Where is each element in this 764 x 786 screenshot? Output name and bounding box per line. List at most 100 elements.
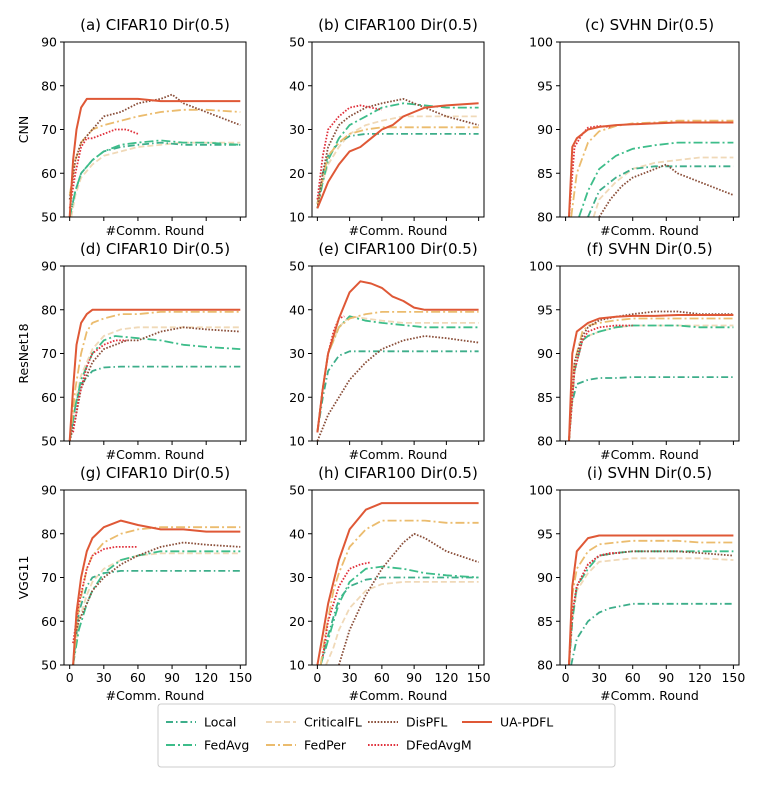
x-axis-label: #Comm. Round	[600, 688, 699, 703]
y-tick-label: 60	[41, 166, 57, 181]
series-line-ua-pdfl	[316, 102, 479, 209]
panel-title: (a) CIFAR10 Dir(0.5)	[80, 16, 230, 34]
x-tick-label: 0	[66, 670, 74, 685]
y-tick-label: 60	[41, 390, 57, 405]
panel-e: (e) CIFAR100 Dir(0.5) 10 20 30 40 50 #Comm. Ro…	[289, 240, 485, 462]
plot-frame	[311, 489, 485, 666]
series-line-dfedavgm	[568, 324, 633, 441]
series-line-local	[587, 165, 734, 217]
x-tick-label: 150	[721, 670, 745, 685]
y-tick-label: 100	[529, 259, 553, 274]
series-line-ua-pdfl	[68, 308, 241, 441]
y-tick-label: 60	[41, 614, 57, 629]
y-tick-label: 50	[41, 210, 57, 225]
y-tick-label: 90	[537, 346, 553, 361]
x-tick-label: 60	[374, 670, 390, 685]
x-axis-label: #Comm. Round	[106, 223, 205, 238]
series-line-dispfl	[568, 310, 734, 441]
series-line-fedper	[68, 108, 241, 196]
x-axis-label: #Comm. Round	[106, 688, 205, 703]
series-line-dfedavgm	[321, 561, 372, 657]
y-tick-label: 80	[41, 78, 57, 93]
plot-frame	[559, 265, 740, 442]
plot-frame	[311, 41, 485, 218]
y-tick-label: 40	[289, 526, 305, 541]
x-tick-label: 150	[228, 670, 252, 685]
series-line-fedavg	[316, 315, 479, 433]
series-line-fedper	[570, 119, 734, 217]
y-tick-label: 90	[537, 122, 553, 137]
series-layer	[316, 502, 479, 665]
y-tick-label: 100	[529, 35, 553, 50]
series-line-local	[570, 602, 734, 665]
series-line-fedavg	[578, 141, 734, 217]
y-tick-label: 10	[289, 658, 305, 673]
series-line-ua-pdfl	[316, 502, 479, 665]
y-tick-label: 80	[41, 526, 57, 541]
series-line-dispfl	[316, 335, 479, 441]
series-line-fedavg	[68, 335, 241, 441]
series-line-fedavg	[68, 139, 241, 217]
series-line-local	[68, 141, 241, 217]
y-tick-label: 50	[289, 35, 305, 50]
plot-frame	[63, 489, 247, 666]
series-layer	[316, 98, 479, 209]
series-layer	[568, 534, 734, 665]
series-line-fedper	[568, 317, 734, 441]
y-tick-label: 95	[537, 78, 553, 93]
legend-frame	[157, 703, 616, 768]
series-line-dispfl	[598, 163, 734, 217]
series-line-dfedavgm	[316, 315, 345, 433]
series-line-fedper	[316, 311, 479, 433]
panel-title: (e) CIFAR100 Dir(0.5)	[318, 240, 477, 258]
y-tick-label: 10	[289, 210, 305, 225]
y-tick-label: 90	[537, 570, 553, 585]
y-tick-label: 80	[537, 434, 553, 449]
y-tick-label: 90	[41, 259, 57, 274]
x-tick-label: 120	[688, 670, 712, 685]
series-line-ua-pdfl	[568, 534, 734, 665]
y-tick-label: 95	[537, 526, 553, 541]
legend-item-fedper: FedPer	[266, 738, 347, 753]
series-line-dispfl	[316, 98, 479, 209]
legend-label: DisPFL	[406, 715, 447, 730]
y-tick-label: 50	[41, 434, 57, 449]
series-line-ua-pdfl	[68, 97, 241, 217]
y-tick-label: 30	[289, 346, 305, 361]
series-line-dfedavgm	[72, 546, 138, 644]
panel-c: (c) SVHN Dir(0.5) 80 85 90 95 100 #Comm. Round	[529, 16, 740, 238]
legend-item-local: Local	[166, 715, 236, 730]
panel-title: (f) SVHN Dir(0.5)	[586, 240, 712, 258]
x-axis-label: #Comm. Round	[349, 447, 448, 462]
panel-title: (d) CIFAR10 Dir(0.5)	[80, 240, 230, 258]
y-tick-label: 50	[289, 259, 305, 274]
series-line-dispfl	[72, 541, 241, 644]
legend: Local FedAvg CriticalFL FedPer DisPFL DFedAvg…	[157, 703, 616, 768]
series-line-dfedavgm	[316, 104, 383, 200]
series-line-fedper	[316, 126, 479, 205]
x-axis-label: #Comm. Round	[600, 223, 699, 238]
y-tick-label: 20	[289, 166, 305, 181]
legend-label: FedAvg	[204, 738, 249, 753]
legend-label: CriticalFL	[304, 715, 362, 730]
y-tick-label: 30	[289, 122, 305, 137]
legend-label: Local	[204, 715, 236, 730]
x-tick-label: 60	[130, 670, 146, 685]
series-line-dfedavgm	[568, 552, 622, 665]
x-tick-label: 150	[467, 670, 491, 685]
series-line-criticalfl	[70, 141, 241, 217]
x-tick-label: 30	[342, 670, 358, 685]
legend-label: UA-PDFL	[500, 715, 553, 730]
series-layer	[568, 119, 734, 217]
series-line-ua-pdfl	[568, 314, 734, 441]
plot-frame	[559, 41, 740, 218]
x-axis-label: #Comm. Round	[600, 447, 699, 462]
x-tick-label: 0	[313, 670, 321, 685]
series-line-criticalfl	[568, 324, 734, 441]
legend-item-dispfl: DisPFL	[368, 715, 447, 730]
y-axis-label: ResNet18	[16, 323, 31, 383]
x-tick-label: 60	[625, 670, 641, 685]
legend-label: FedPer	[304, 738, 347, 753]
panel-title: (c) SVHN Dir(0.5)	[585, 16, 714, 34]
